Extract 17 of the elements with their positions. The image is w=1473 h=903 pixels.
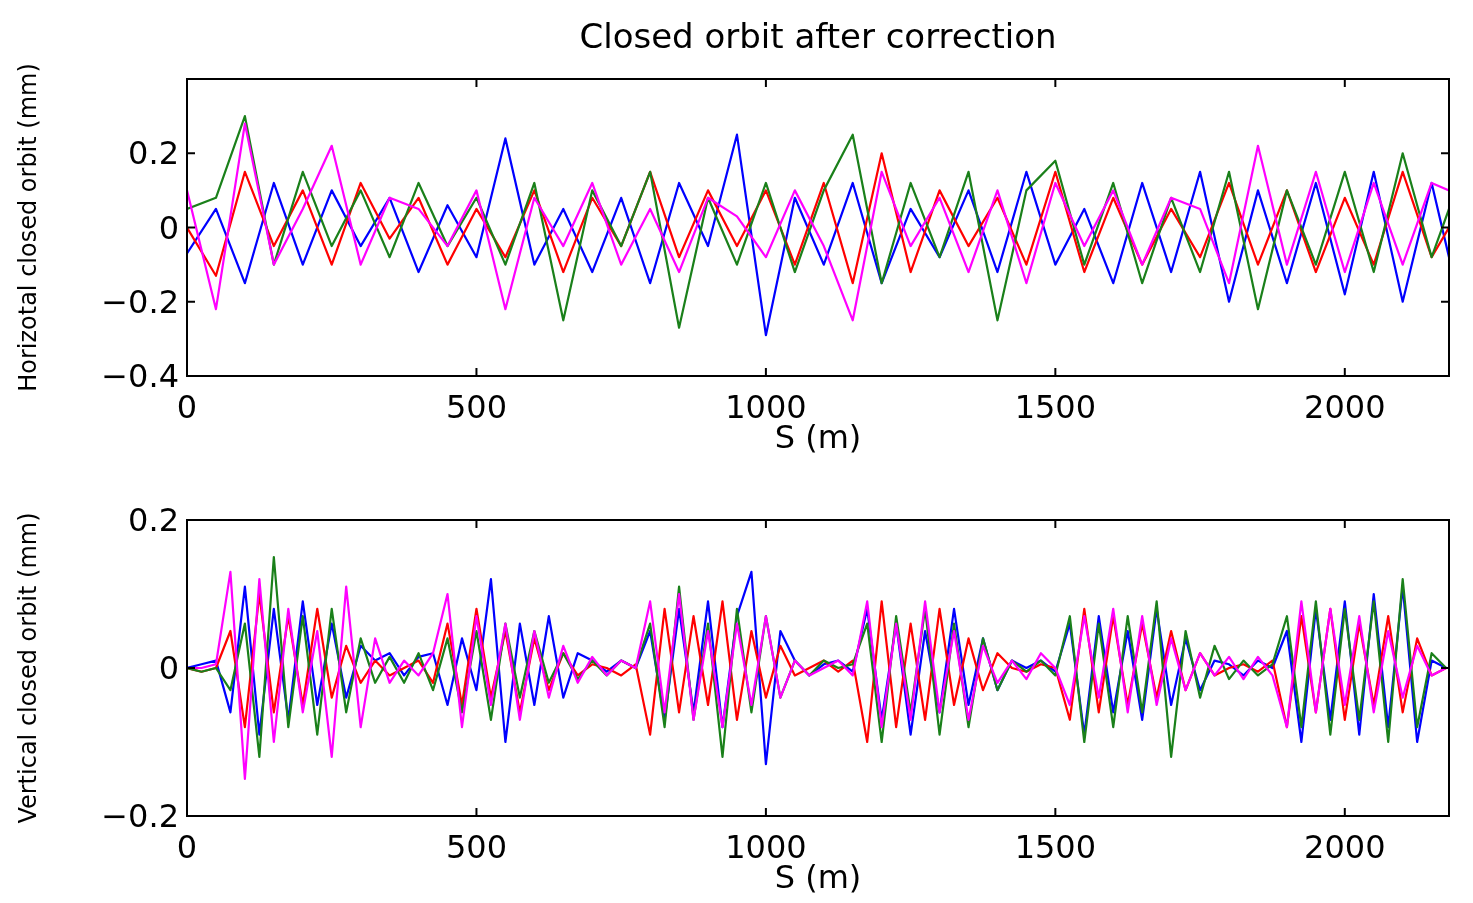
y-tick-label: −0.2	[101, 797, 179, 835]
y-tick-label: 0.2	[128, 134, 179, 173]
x-tick-label: 2000	[1304, 828, 1386, 866]
x-tick-label: 500	[445, 388, 507, 426]
x-tick-label: 500	[445, 828, 507, 866]
y-axis-title: Vertical closed orbit (mm)	[14, 512, 42, 824]
y-tick-label: 0	[158, 649, 179, 687]
y-tick-label: 0	[158, 208, 179, 247]
y-axis-title: Horizotal closed orbit (mm)	[14, 63, 42, 392]
x-tick-label: 1500	[1014, 388, 1097, 426]
chart-title: Closed orbit after correction	[579, 16, 1057, 56]
x-tick-label: 1500	[1014, 828, 1097, 866]
y-tick-label: −0.2	[101, 282, 179, 321]
line-series	[187, 152, 1449, 285]
y-tick-label: 0.2	[128, 501, 179, 539]
x-tick-label: 2000	[1304, 388, 1386, 426]
y-tick-label: −0.4	[101, 357, 179, 395]
